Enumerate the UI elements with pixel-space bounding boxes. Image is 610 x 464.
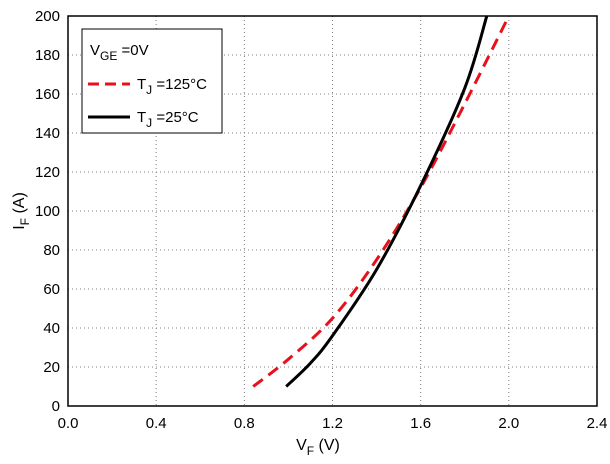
series [252, 15, 511, 388]
y-tick-label: 140 [35, 125, 60, 142]
y-axis-title: IF (A) [11, 192, 32, 230]
grid [68, 16, 597, 406]
y-tick-label: 100 [35, 203, 60, 220]
x-axis-title: VF (V) [296, 437, 340, 458]
x-tick-label: 0.8 [234, 415, 255, 432]
legend-label-25c: TJ =25°C [137, 109, 199, 130]
x-tick-label: 2.0 [498, 415, 519, 432]
x-tick-labels: 0.0 0.4 0.8 1.2 1.6 2.0 2.4 [58, 415, 608, 432]
y-tick-label: 80 [43, 242, 60, 259]
y-tick-label: 20 [43, 359, 60, 376]
legend-label-125c: TJ =125°C [137, 76, 207, 97]
y-tick-label: 180 [35, 47, 60, 64]
plot-frame [67, 15, 598, 407]
series-line-25c [285, 15, 489, 388]
x-tick-label: 0.0 [58, 415, 79, 432]
y-tick-label: 120 [35, 164, 60, 181]
y-tick-label: 200 [35, 8, 60, 25]
y-tick-label: 40 [43, 320, 60, 337]
y-tick-label: 160 [35, 86, 60, 103]
legend-header: VGE =0V [90, 42, 149, 63]
x-tick-label: 0.4 [146, 415, 167, 432]
series-line-125c [252, 15, 511, 388]
y-tick-labels: 0 20 40 60 80 100 120 140 160 180 200 [35, 8, 60, 415]
x-tick-label: 1.2 [322, 415, 343, 432]
y-tick-label: 60 [43, 281, 60, 298]
legend: VGE =0V TJ =125°C TJ =25°C [81, 28, 223, 134]
x-tick-label: 2.4 [587, 415, 608, 432]
y-tick-label: 0 [52, 398, 60, 415]
x-tick-label: 1.6 [410, 415, 431, 432]
